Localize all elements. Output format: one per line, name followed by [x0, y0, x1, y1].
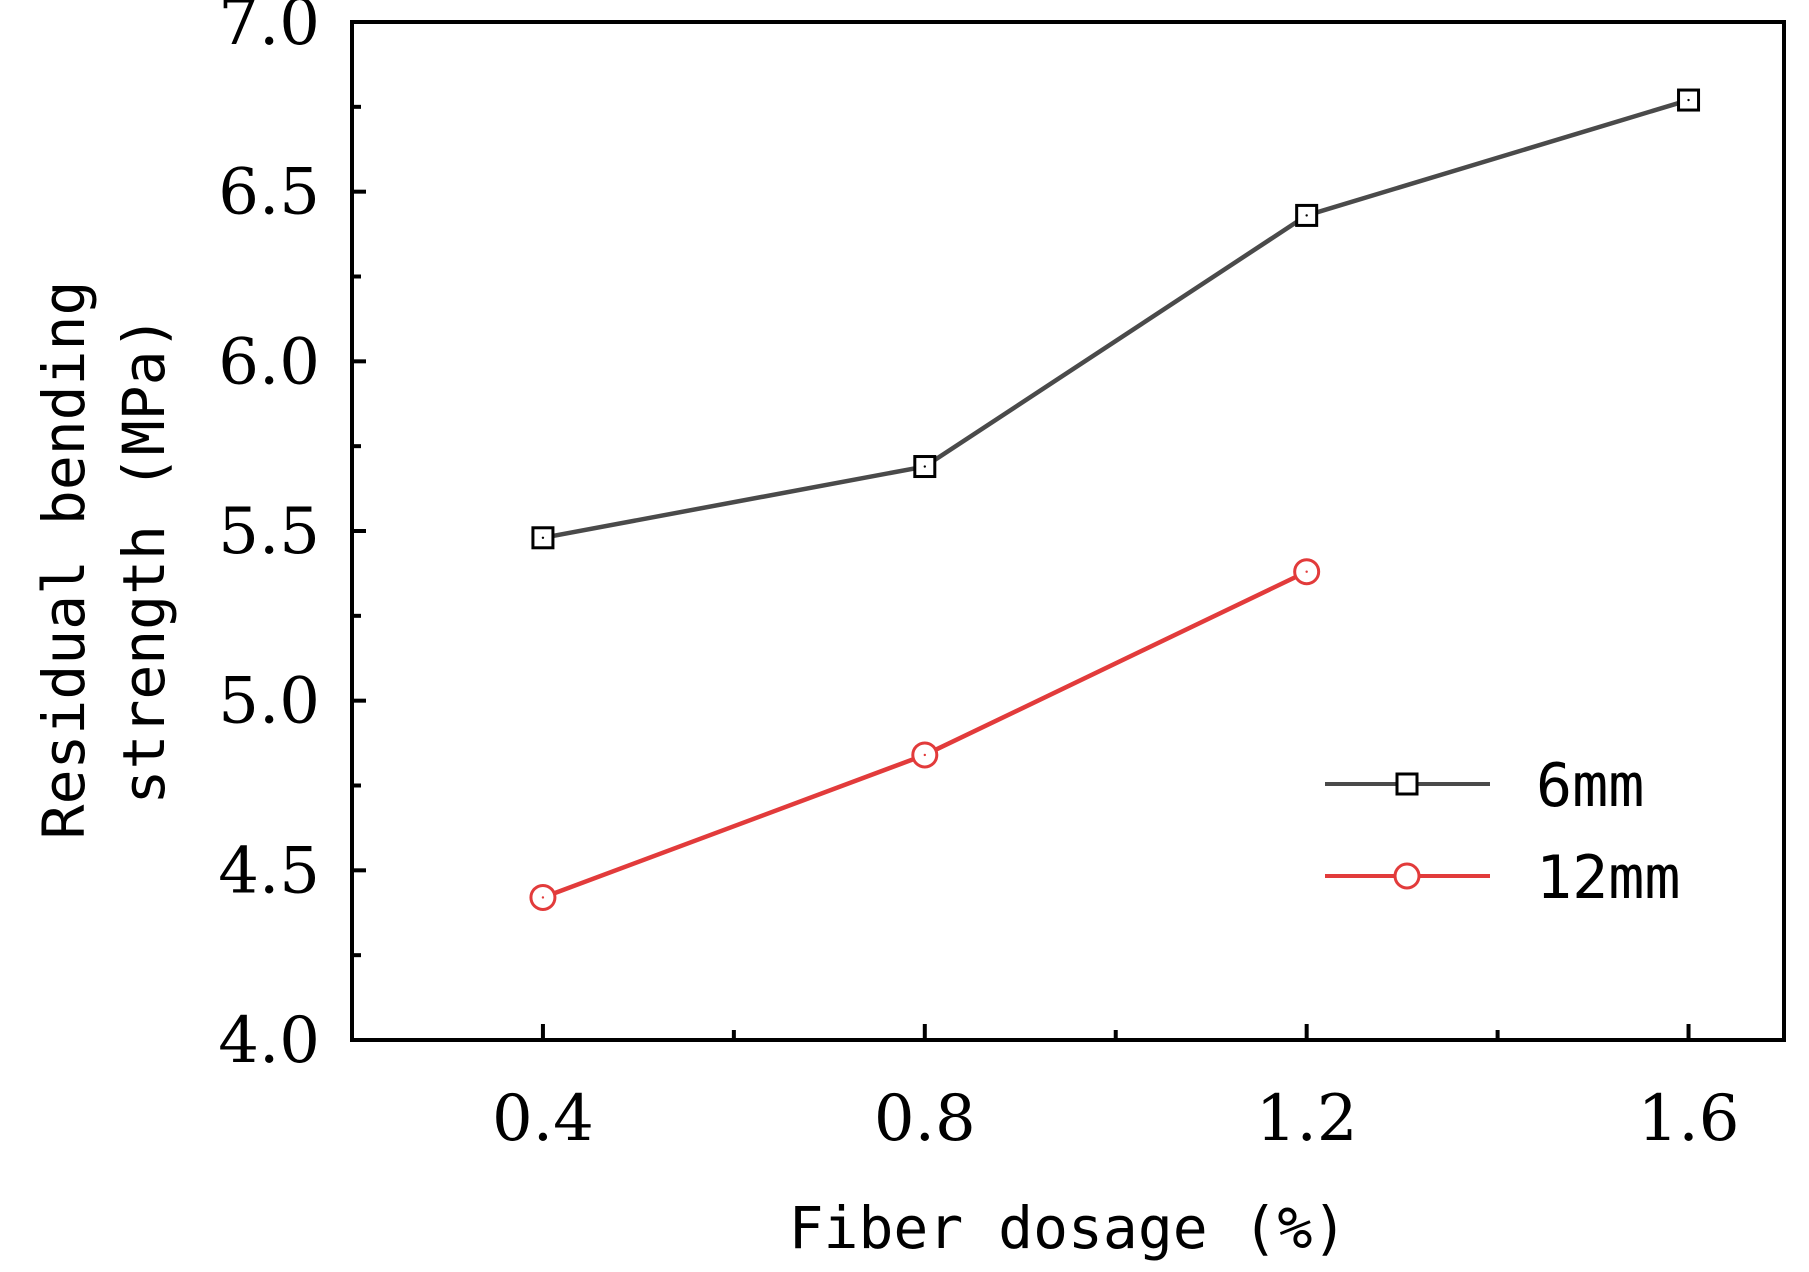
legend-square-marker-icon — [1395, 772, 1419, 796]
data-point-center-12mm — [541, 896, 545, 899]
data-point-center-6mm — [1305, 214, 1308, 217]
data-point-center-6mm — [923, 465, 926, 468]
y-tick-label: 5.0 — [218, 665, 320, 739]
y-tick-label: 4.5 — [218, 834, 320, 908]
y-axis-ticks: 4.0 4.5 5.0 5.5 6.0 6.5 7.0 — [218, 0, 366, 1078]
y-axis-title-line1: Residual bending — [30, 281, 98, 840]
y-tick-label: 7.0 — [218, 0, 320, 60]
x-axis-title: Fiber dosage (%) — [789, 1194, 1348, 1262]
y-tick-label: 6.0 — [218, 325, 320, 399]
data-point-center-12mm — [923, 753, 926, 757]
series-layer — [529, 88, 1701, 911]
data-point-center-6mm — [541, 536, 545, 539]
y-tick-label: 4.0 — [218, 1004, 320, 1078]
legend-circle-marker-icon — [1393, 862, 1421, 890]
x-tick-label: 1.6 — [1638, 1082, 1740, 1156]
y-tick-label: 5.5 — [218, 495, 320, 569]
data-point-center-6mm — [1687, 98, 1690, 102]
x-tick-label: 0.4 — [492, 1082, 594, 1156]
legend-label-6mm: 6mm — [1536, 751, 1644, 821]
y-tick-label: 6.5 — [218, 156, 320, 230]
legend-label-12mm: 12mm — [1536, 843, 1681, 913]
y-axis-title-line2: strength (MPa) — [110, 316, 178, 805]
legend: 6mm 12mm — [1325, 751, 1681, 913]
series-line-12mm — [542, 569, 1308, 900]
x-tick-label: 0.8 — [874, 1082, 976, 1156]
data-point-center-12mm — [1305, 570, 1308, 573]
x-tick-label: 1.2 — [1256, 1082, 1358, 1156]
series-line-6mm — [542, 97, 1690, 540]
x-axis-ticks: 0.4 0.8 1.2 1.6 — [492, 1024, 1739, 1156]
